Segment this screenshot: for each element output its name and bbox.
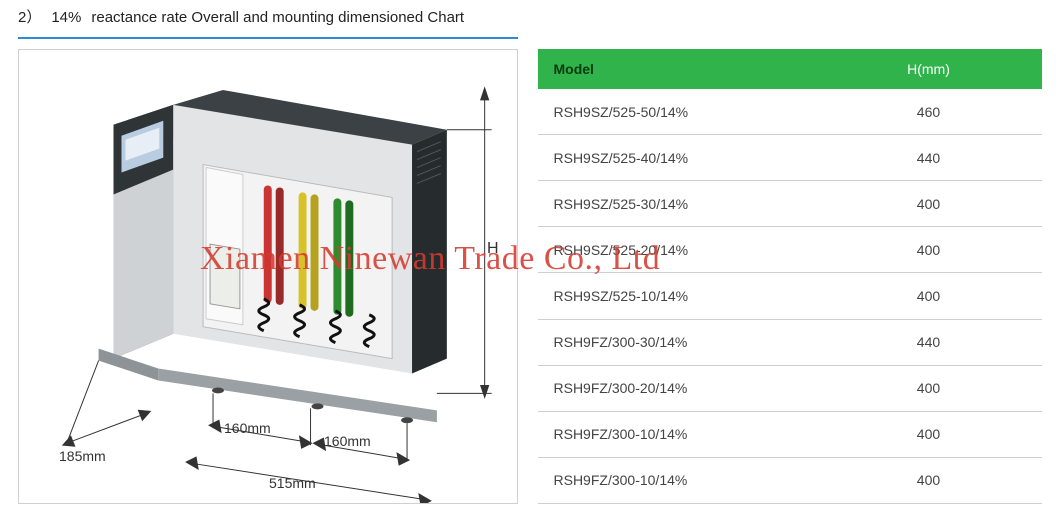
table-row: RSH9SZ/525-50/14%460 bbox=[538, 89, 1043, 135]
model-cell: RSH9SZ/525-10/14% bbox=[538, 273, 815, 319]
model-cell: RSH9SZ/525-40/14% bbox=[538, 135, 815, 181]
height-cell: 400 bbox=[815, 181, 1042, 227]
product-dimension-diagram: H 185mm 160mm 160mm 515mm bbox=[18, 49, 518, 504]
height-cell: 400 bbox=[815, 227, 1042, 273]
model-cell: RSH9FZ/300-10/14% bbox=[538, 457, 815, 503]
dimension-table: Model H(mm) RSH9SZ/525-50/14%460 RSH9SZ/… bbox=[538, 49, 1043, 504]
model-cell: RSH9SZ/525-50/14% bbox=[538, 89, 815, 135]
height-cell: 440 bbox=[815, 319, 1042, 365]
height-cell: 440 bbox=[815, 135, 1042, 181]
table-row: RSH9FZ/300-30/14%440 bbox=[538, 319, 1043, 365]
table-row: RSH9SZ/525-10/14%400 bbox=[538, 273, 1043, 319]
dim-depth: 185mm bbox=[59, 448, 106, 464]
title-percent: 14% bbox=[51, 9, 81, 26]
dim-width: 515mm bbox=[269, 475, 316, 491]
dim-height-label: H bbox=[487, 240, 499, 258]
table-row: RSH9SZ/525-40/14%440 bbox=[538, 135, 1043, 181]
table-body: RSH9SZ/525-50/14%460 RSH9SZ/525-40/14%44… bbox=[538, 89, 1043, 504]
col-height-header: H(mm) bbox=[815, 49, 1042, 89]
title-text: reactance rate Overall and mounting dime… bbox=[91, 9, 464, 26]
height-cell: 460 bbox=[815, 89, 1042, 135]
height-cell: 400 bbox=[815, 365, 1042, 411]
dim-seg1: 160mm bbox=[224, 420, 271, 436]
dim-seg2: 160mm bbox=[324, 433, 371, 449]
height-cell: 400 bbox=[815, 411, 1042, 457]
height-cell: 400 bbox=[815, 273, 1042, 319]
table-row: RSH9SZ/525-20/14%400 bbox=[538, 227, 1043, 273]
model-cell: RSH9FZ/300-30/14% bbox=[538, 319, 815, 365]
table-row: RSH9FZ/300-10/14%400 bbox=[538, 411, 1043, 457]
accent-divider bbox=[18, 37, 518, 39]
height-cell: 400 bbox=[815, 457, 1042, 503]
model-cell: RSH9SZ/525-30/14% bbox=[538, 181, 815, 227]
table-row: RSH9FZ/300-20/14%400 bbox=[538, 365, 1043, 411]
table-row: RSH9FZ/300-10/14%400 bbox=[538, 457, 1043, 503]
model-cell: RSH9FZ/300-10/14% bbox=[538, 411, 815, 457]
model-cell: RSH9FZ/300-20/14% bbox=[538, 365, 815, 411]
table-row: RSH9SZ/525-30/14%400 bbox=[538, 181, 1043, 227]
model-cell: RSH9SZ/525-20/14% bbox=[538, 227, 815, 273]
chart-title: 2） 14% reactance rate Overall and mounti… bbox=[0, 0, 1060, 37]
col-model-header: Model bbox=[538, 49, 815, 89]
title-bullet: 2） bbox=[18, 6, 41, 27]
